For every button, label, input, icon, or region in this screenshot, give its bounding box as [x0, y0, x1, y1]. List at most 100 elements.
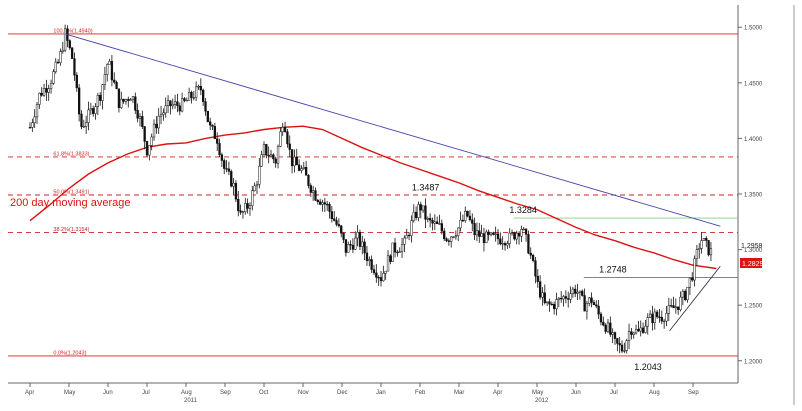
candle-body — [443, 230, 446, 239]
candle-body — [686, 287, 689, 301]
candle-body — [588, 297, 591, 304]
candle-body — [155, 123, 158, 129]
trendline — [64, 33, 721, 227]
candle-body — [218, 143, 221, 155]
candle-body — [45, 87, 48, 93]
candle-body — [679, 296, 682, 310]
candle-body — [677, 306, 680, 310]
trendlines — [64, 33, 721, 332]
last-price-label: 1.2958 — [741, 243, 763, 250]
candle-body — [143, 126, 146, 142]
candle-body — [517, 232, 521, 237]
candle-body — [522, 228, 525, 231]
candle-body — [639, 327, 642, 332]
candle-body — [70, 47, 74, 59]
candle-body — [494, 233, 497, 235]
candle-body — [499, 238, 502, 245]
candle-body — [459, 219, 462, 229]
candle-body — [204, 101, 207, 112]
candle-body — [40, 92, 43, 96]
candle-body — [171, 104, 174, 107]
candle-body — [304, 167, 308, 176]
candle-body — [410, 220, 413, 236]
trendline — [669, 265, 721, 332]
candle-body — [255, 184, 259, 187]
y-tick-label: 1.2500 — [744, 304, 763, 310]
candle-body — [85, 122, 88, 127]
candle-body — [555, 299, 558, 310]
candle-body — [527, 234, 530, 254]
y-axis-ticks: 1.5000 1.4500 1.4000 1.3500 1.3000 1.2500 1.20… — [738, 26, 763, 365]
candle-body — [637, 328, 640, 332]
candle-body — [323, 202, 326, 205]
candle-body — [578, 290, 582, 293]
candle-body — [136, 110, 139, 119]
candle-body — [129, 99, 132, 101]
candle-body — [330, 211, 334, 220]
candle-body — [192, 97, 195, 99]
candle-body — [613, 332, 617, 339]
support-resistance-lines — [513, 217, 738, 279]
x-axis-ticks: Apr May Jun Jul Aug Sep Oct Nov Dec Jan Feb Mar Apr M… — [25, 383, 699, 404]
candle-body — [108, 60, 111, 65]
candle-body — [482, 233, 486, 244]
candle-body — [342, 232, 345, 240]
candle-body — [309, 185, 312, 193]
candle-body — [396, 251, 399, 254]
candle-body — [94, 106, 97, 114]
candle-body — [290, 149, 294, 167]
x-tick-label: May — [64, 390, 75, 396]
candle-body — [178, 105, 181, 112]
candle-body — [286, 131, 289, 145]
candle-body — [574, 288, 577, 294]
candle-body — [49, 83, 53, 90]
candle-body — [520, 229, 523, 237]
candle-body — [237, 198, 240, 212]
candle-body — [384, 270, 387, 274]
candle-body — [241, 211, 245, 213]
candle-body — [253, 185, 256, 192]
x-year-label: 2011 — [184, 398, 198, 404]
candle-body — [508, 232, 511, 244]
candle-body — [365, 252, 369, 261]
candle-body — [293, 156, 296, 167]
candle-body — [197, 85, 200, 88]
candle-body — [368, 259, 371, 261]
candle-body — [684, 290, 687, 301]
candle-body — [414, 211, 418, 219]
x-tick-label: May — [532, 390, 543, 396]
candle-body — [262, 144, 266, 155]
candle-body — [234, 182, 238, 200]
ma-price-tag-box — [740, 258, 762, 268]
x-year-label: 2012 — [535, 398, 549, 404]
candle-body — [166, 100, 170, 106]
candle-body — [382, 272, 385, 282]
candle-body — [190, 92, 193, 98]
candle-body — [223, 160, 226, 169]
candle-body — [398, 251, 401, 253]
ma-legend-label: 200 day moving average — [10, 197, 130, 209]
candle-body — [417, 204, 420, 219]
candle-body — [127, 99, 130, 101]
ma-price-tag: 1.2829 — [740, 258, 764, 268]
candle-body — [89, 108, 92, 111]
candle-body — [695, 249, 699, 260]
candle-body — [173, 101, 177, 105]
candle-body — [269, 154, 273, 157]
candle-body — [265, 144, 268, 156]
candle-body — [602, 321, 605, 326]
candle-body — [80, 113, 83, 128]
candle-body — [564, 296, 568, 299]
candle-body — [375, 272, 378, 278]
x-tick-label: Aug — [181, 390, 192, 396]
candle-body — [159, 114, 163, 117]
x-tick-label: Apr — [25, 390, 34, 396]
candle-body — [412, 211, 415, 221]
candle-body — [421, 205, 425, 211]
candle-body — [281, 127, 284, 133]
candle-body — [333, 218, 336, 221]
candle-body — [183, 98, 186, 101]
moving-average-layer — [29, 125, 717, 270]
candle-body — [321, 202, 324, 205]
candle-body — [464, 210, 467, 221]
